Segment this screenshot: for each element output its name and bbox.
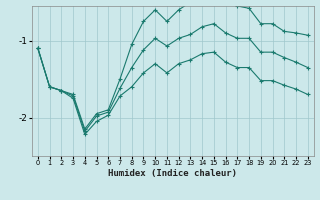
X-axis label: Humidex (Indice chaleur): Humidex (Indice chaleur) [108,169,237,178]
